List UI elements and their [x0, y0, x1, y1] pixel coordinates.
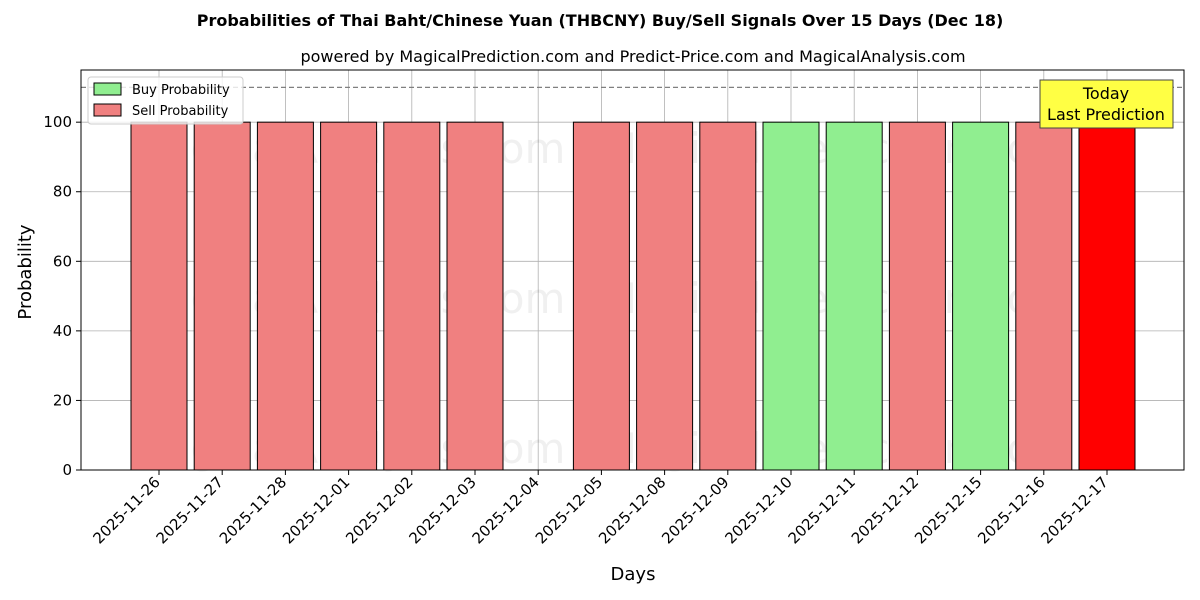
legend-buy-label: Buy Probability: [132, 83, 230, 98]
plot-frame: [80, 69, 1185, 471]
x-tick-label: 2025-12-09: [658, 473, 732, 547]
bar-sell: [130, 121, 188, 471]
bar-sell: [383, 121, 441, 471]
x-tick-label: 2025-12-04: [469, 473, 543, 547]
x-tick-label: 2025-12-02: [342, 473, 416, 547]
x-axis-label: Days: [611, 564, 656, 585]
y-tick-label: 100: [43, 113, 72, 131]
y-tick-label: 40: [53, 322, 72, 340]
bar-buy: [762, 121, 820, 471]
bar-sell: [572, 121, 630, 471]
bar-sell: [699, 121, 757, 471]
x-tick-label: 2025-12-05: [532, 473, 606, 547]
bar-sell: [446, 121, 504, 471]
x-tick-label: 2025-12-16: [974, 473, 1048, 547]
bar-sell: [1078, 121, 1136, 471]
x-tick-label: 2025-12-01: [279, 473, 353, 547]
legend-buy-swatch: [93, 82, 122, 96]
today-annotation-line1: Today: [1082, 84, 1129, 103]
chart-title: Probabilities of Thai Baht/Chinese Yuan …: [197, 11, 1004, 30]
x-tick-label: 2025-12-11: [785, 473, 859, 547]
bar-sell: [193, 121, 251, 471]
chart-subtitle: powered by MagicalPrediction.com and Pre…: [300, 47, 965, 66]
x-tick-label: 2025-12-17: [1037, 473, 1111, 547]
bar-sell: [888, 121, 946, 471]
legend-sell-swatch: [93, 103, 122, 117]
x-tick-label: 2025-12-03: [405, 473, 479, 547]
x-tick-label: 2025-11-27: [153, 473, 227, 547]
x-tick-label: 2025-12-10: [721, 473, 795, 547]
x-tick-label: 2025-12-08: [595, 473, 669, 547]
legend-sell-label: Sell Probability: [132, 104, 229, 119]
x-tick-label: 2025-12-12: [848, 473, 922, 547]
y-tick-label: 80: [53, 183, 72, 201]
y-tick-label: 20: [53, 391, 72, 409]
bar-sell: [636, 121, 694, 471]
today-annotation: Today Last Prediction: [1039, 79, 1174, 129]
legend-frame: [87, 76, 244, 125]
x-tick-label: 2025-11-26: [89, 473, 163, 547]
bar-sell: [1015, 121, 1073, 471]
y-tick-label: 60: [53, 252, 72, 270]
bar-sell: [320, 121, 378, 471]
today-annotation-line2: Last Prediction: [1047, 105, 1165, 124]
bar-sell: [256, 121, 314, 471]
bar-buy: [825, 121, 883, 471]
y-tick-label: 0: [62, 461, 72, 479]
legend: Buy Probability Sell Probability: [87, 76, 244, 125]
x-tick-label: 2025-12-15: [911, 473, 985, 547]
y-axis-label: Probability: [15, 224, 36, 319]
bars-layer: [130, 121, 1136, 471]
today-annotation-box: [1039, 79, 1174, 129]
bar-buy: [952, 121, 1010, 471]
x-tick-label: 2025-11-28: [216, 473, 290, 547]
